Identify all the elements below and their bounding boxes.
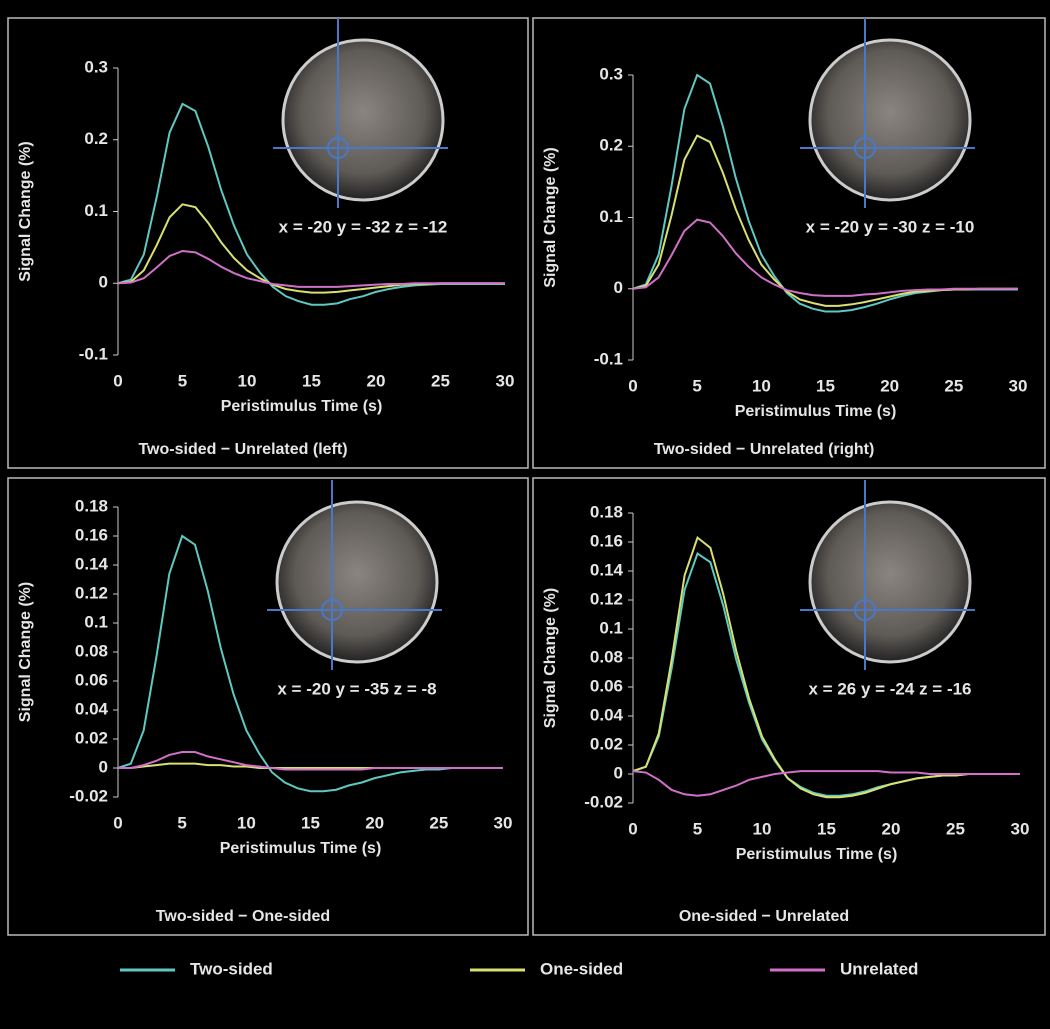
y-tick-label: 0.04 xyxy=(590,705,624,724)
y-tick-label: -0.02 xyxy=(584,792,623,811)
x-tick-label: 0 xyxy=(628,819,637,838)
y-tick-label: 0.2 xyxy=(599,136,623,155)
y-tick-label: 0.12 xyxy=(590,589,623,608)
y-tick-label: -0.1 xyxy=(79,344,108,363)
x-tick-label: 0 xyxy=(628,376,637,395)
y-tick-label: 0.06 xyxy=(75,670,108,689)
x-tick-label: 30 xyxy=(1009,376,1028,395)
y-axis-label: Signal Change (%) xyxy=(17,141,34,281)
y-axis-label: Signal Change (%) xyxy=(542,588,559,728)
coordinates: x = -20 y = -30 z = -10 xyxy=(806,217,975,236)
coordinates: x = 26 y = -24 z = -16 xyxy=(808,679,971,698)
x-tick-label: 10 xyxy=(753,819,772,838)
x-tick-label: 25 xyxy=(431,371,450,390)
x-tick-label: 20 xyxy=(367,371,386,390)
y-tick-label: 0.06 xyxy=(590,676,623,695)
x-tick-label: 5 xyxy=(178,371,187,390)
x-tick-label: 30 xyxy=(496,371,515,390)
coordinates: x = -20 y = -32 z = -12 xyxy=(279,217,448,236)
x-tick-label: 5 xyxy=(692,376,701,395)
x-tick-label: 15 xyxy=(817,819,836,838)
y-tick-label: 0.1 xyxy=(599,618,623,637)
y-tick-label: -0.1 xyxy=(594,349,623,368)
legend-label: One-sided xyxy=(540,959,623,978)
x-tick-label: 25 xyxy=(946,819,965,838)
y-tick-label: 0.12 xyxy=(75,583,108,602)
y-tick-label: 0.18 xyxy=(590,502,623,521)
y-tick-label: 0.14 xyxy=(590,560,624,579)
y-tick-label: 0.16 xyxy=(75,525,108,544)
y-tick-label: 0.14 xyxy=(75,554,109,573)
y-tick-label: 0.3 xyxy=(599,64,623,83)
y-tick-label: 0.08 xyxy=(75,641,108,660)
x-tick-label: 15 xyxy=(302,371,321,390)
y-tick-label: 0.2 xyxy=(84,129,108,148)
panel-title: Two-sided − One-sided xyxy=(156,908,330,925)
x-tick-label: 20 xyxy=(365,813,384,832)
y-tick-label: 0.02 xyxy=(75,728,108,747)
y-tick-label: 0.1 xyxy=(84,612,108,631)
x-tick-label: 10 xyxy=(238,371,257,390)
legend-label: Unrelated xyxy=(840,959,918,978)
x-tick-label: 30 xyxy=(1011,819,1030,838)
x-tick-label: 30 xyxy=(494,813,513,832)
x-tick-label: 20 xyxy=(882,819,901,838)
brain-image xyxy=(283,40,443,200)
x-tick-label: 10 xyxy=(752,376,771,395)
y-tick-label: 0.16 xyxy=(590,531,623,550)
x-tick-label: 25 xyxy=(429,813,448,832)
brain-image xyxy=(810,40,970,200)
y-tick-label: -0.02 xyxy=(69,786,108,805)
y-tick-label: 0.1 xyxy=(84,201,108,220)
y-tick-label: 0 xyxy=(99,757,108,776)
brain-image xyxy=(277,502,437,662)
panel-title: One-sided − Unrelated xyxy=(679,908,849,925)
x-axis-label: Peristimulus Time (s) xyxy=(221,398,383,415)
y-tick-label: 0.04 xyxy=(75,699,109,718)
x-tick-label: 10 xyxy=(237,813,256,832)
legend-label: Two-sided xyxy=(190,959,273,978)
y-tick-label: 0.08 xyxy=(590,647,623,666)
x-axis-label: Peristimulus Time (s) xyxy=(735,403,897,420)
brain-image xyxy=(810,502,970,662)
y-tick-label: 0 xyxy=(614,278,623,297)
x-tick-label: 0 xyxy=(113,371,122,390)
y-axis-label: Signal Change (%) xyxy=(542,147,559,287)
y-tick-label: 0.3 xyxy=(84,57,108,76)
x-tick-label: 15 xyxy=(816,376,835,395)
x-axis-label: Peristimulus Time (s) xyxy=(220,840,382,857)
y-tick-label: 0.1 xyxy=(599,207,623,226)
panel-title: Two-sided − Unrelated (right) xyxy=(654,441,875,458)
coordinates: x = -20 y = -35 z = -8 xyxy=(277,679,436,698)
x-axis-label: Peristimulus Time (s) xyxy=(736,846,898,863)
x-tick-label: 15 xyxy=(301,813,320,832)
y-tick-label: 0 xyxy=(614,763,623,782)
x-tick-label: 5 xyxy=(693,819,702,838)
x-tick-label: 0 xyxy=(113,813,122,832)
x-tick-label: 5 xyxy=(177,813,186,832)
y-axis-label: Signal Change (%) xyxy=(17,582,34,722)
x-tick-label: 25 xyxy=(944,376,963,395)
y-tick-label: 0.02 xyxy=(590,734,623,753)
y-tick-label: 0 xyxy=(99,273,108,292)
y-tick-label: 0.18 xyxy=(75,496,108,515)
figure: 0.3 0.2 0.1 0 -0.1 0 5 10 15 20 25 30 Peristimulus T… xyxy=(0,0,1050,1029)
x-tick-label: 20 xyxy=(880,376,899,395)
panel-title: Two-sided − Unrelated (left) xyxy=(138,441,347,458)
